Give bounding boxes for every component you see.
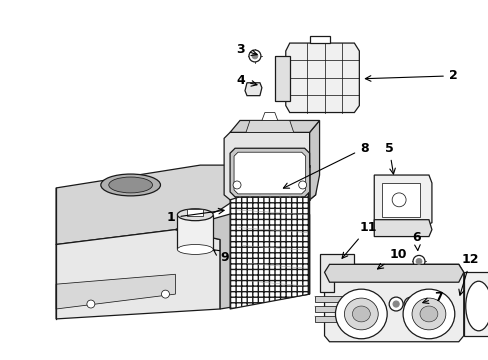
- Polygon shape: [224, 132, 315, 200]
- Text: 12: 12: [458, 253, 478, 295]
- Ellipse shape: [344, 298, 377, 330]
- Polygon shape: [187, 209, 203, 216]
- Ellipse shape: [402, 289, 454, 339]
- Polygon shape: [230, 175, 309, 309]
- Circle shape: [407, 301, 413, 307]
- Text: 8: 8: [283, 142, 368, 188]
- Polygon shape: [324, 264, 463, 282]
- Text: 5: 5: [384, 142, 394, 174]
- Polygon shape: [244, 83, 262, 96]
- Polygon shape: [230, 121, 319, 132]
- Polygon shape: [56, 165, 309, 244]
- Polygon shape: [382, 183, 419, 217]
- Polygon shape: [262, 113, 277, 121]
- Text: 9: 9: [213, 250, 228, 264]
- Polygon shape: [463, 272, 488, 336]
- Ellipse shape: [177, 244, 213, 255]
- Bar: [314, 306, 368, 312]
- Polygon shape: [309, 36, 329, 43]
- Ellipse shape: [419, 306, 437, 322]
- Circle shape: [251, 53, 257, 59]
- Ellipse shape: [177, 209, 213, 221]
- Bar: [314, 296, 368, 302]
- Text: 10: 10: [377, 248, 406, 269]
- Polygon shape: [230, 148, 309, 197]
- Polygon shape: [56, 230, 220, 319]
- Polygon shape: [235, 165, 309, 200]
- Polygon shape: [324, 264, 463, 342]
- Circle shape: [248, 50, 261, 62]
- Polygon shape: [175, 200, 309, 309]
- Circle shape: [412, 255, 424, 267]
- Polygon shape: [245, 121, 293, 132]
- Circle shape: [392, 301, 398, 307]
- Text: 7: 7: [422, 291, 442, 303]
- Circle shape: [298, 181, 306, 189]
- Text: 11: 11: [342, 221, 376, 258]
- Polygon shape: [373, 175, 431, 230]
- Polygon shape: [56, 274, 175, 309]
- Polygon shape: [285, 43, 359, 113]
- Bar: [314, 316, 368, 322]
- Polygon shape: [373, 220, 431, 237]
- Ellipse shape: [465, 281, 488, 331]
- Text: 6: 6: [412, 231, 421, 251]
- Polygon shape: [319, 255, 354, 292]
- Circle shape: [87, 300, 95, 308]
- Circle shape: [388, 297, 402, 311]
- Polygon shape: [309, 121, 319, 200]
- Text: 2: 2: [365, 69, 457, 82]
- Circle shape: [415, 258, 421, 264]
- Circle shape: [391, 193, 405, 207]
- Ellipse shape: [352, 306, 369, 322]
- Circle shape: [403, 297, 417, 311]
- Ellipse shape: [108, 177, 152, 193]
- Ellipse shape: [101, 174, 160, 196]
- Polygon shape: [234, 152, 305, 194]
- Polygon shape: [177, 215, 213, 249]
- Text: 4: 4: [236, 74, 257, 87]
- Circle shape: [161, 290, 169, 298]
- Ellipse shape: [411, 298, 445, 330]
- Text: 3: 3: [236, 42, 257, 55]
- Circle shape: [233, 181, 241, 189]
- Text: 1: 1: [166, 208, 224, 224]
- Polygon shape: [274, 56, 289, 100]
- Ellipse shape: [335, 289, 386, 339]
